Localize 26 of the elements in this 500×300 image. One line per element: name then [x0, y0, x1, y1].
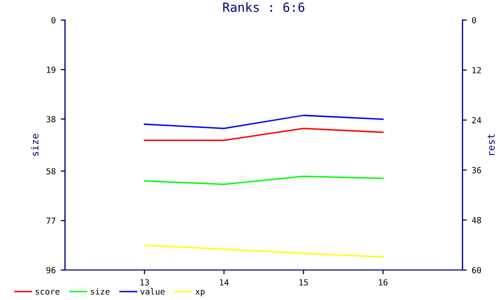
legend-label: score [36, 290, 60, 295]
x-tick-label: 13 [140, 279, 149, 286]
y2-tick-label: 0 [472, 17, 476, 24]
y2-tick-label: 24 [472, 117, 482, 124]
y2-tick-label: 12 [472, 67, 481, 74]
chart-title: Ranks : 6:6 [223, 2, 304, 12]
line-series [144, 114, 384, 130]
y-tick-label: 19 [46, 66, 56, 73]
y2-tick-label: 36 [472, 167, 482, 174]
x-tick-label: 15 [299, 279, 308, 286]
legend-label: size [90, 288, 110, 295]
x-tick-label: 14 [220, 279, 229, 286]
y2-tick-label: 48 [472, 217, 482, 224]
y-axis-title: size [30, 134, 38, 156]
y2-tick-label: 60 [472, 267, 482, 274]
y-tick-label: 96 [46, 267, 56, 274]
y2-axis-title: rest [488, 134, 495, 156]
x-tick-label: 16 [378, 279, 388, 286]
y-tick-label: 0 [51, 17, 56, 24]
y-tick-label: 77 [46, 218, 56, 224]
line-series [144, 244, 384, 258]
line-series [144, 176, 384, 186]
legend-label: xp [195, 290, 205, 296]
legend-label: value [140, 288, 165, 295]
y-tick-label: 38 [46, 116, 56, 122]
y-tick-label: 58 [46, 168, 56, 174]
